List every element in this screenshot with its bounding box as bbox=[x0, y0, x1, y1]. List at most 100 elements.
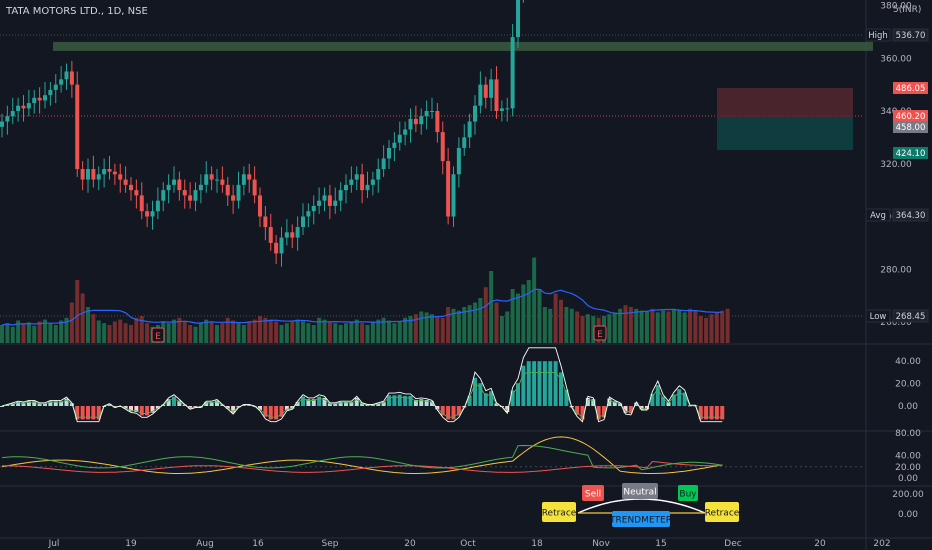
candle-body bbox=[220, 179, 225, 185]
price-label-bg bbox=[893, 147, 928, 159]
candle-body bbox=[489, 79, 494, 98]
osc-histogram-bar bbox=[155, 406, 160, 409]
volume-bar bbox=[392, 323, 397, 343]
candle-body bbox=[349, 179, 354, 185]
osc-signal-line bbox=[1, 371, 723, 418]
volume-bar bbox=[693, 310, 698, 343]
candle-body bbox=[301, 216, 305, 228]
volume-bar bbox=[645, 311, 649, 343]
time-tick-label: Jul bbox=[48, 539, 60, 549]
neutral-label-bg bbox=[622, 483, 658, 499]
price-label-avg: 364.30 bbox=[896, 211, 926, 221]
candle-body bbox=[419, 116, 424, 125]
volume-bar bbox=[37, 321, 42, 343]
osc-histogram-bar bbox=[327, 403, 332, 406]
candle-body bbox=[392, 142, 397, 148]
candle-body bbox=[112, 171, 117, 175]
osc-histogram-bar bbox=[75, 406, 80, 420]
candle-body bbox=[252, 179, 257, 196]
volume-bar bbox=[499, 316, 504, 343]
osc-histogram-bar bbox=[258, 406, 262, 411]
volume-bar bbox=[510, 289, 515, 343]
volume-bar bbox=[344, 323, 348, 343]
price-tag-bg bbox=[865, 208, 891, 222]
volume-bar bbox=[585, 314, 590, 343]
currency-label: 5(INR) bbox=[893, 5, 921, 15]
osc-histogram-bar bbox=[548, 361, 553, 406]
volume-bar bbox=[166, 323, 171, 343]
volume-bar bbox=[397, 321, 402, 343]
candle-body bbox=[123, 179, 128, 185]
price-tick-label: 380.00 bbox=[880, 2, 912, 12]
candle-body bbox=[258, 195, 262, 217]
candle-body bbox=[102, 169, 107, 175]
volume-bar bbox=[86, 307, 90, 343]
price-tag-bg bbox=[865, 28, 891, 42]
volume-bar bbox=[634, 308, 639, 343]
osc-histogram-bar bbox=[397, 394, 402, 406]
time-tick-label: 16 bbox=[252, 539, 264, 549]
volume-bar bbox=[172, 319, 176, 343]
osc-histogram-bar bbox=[403, 395, 408, 406]
osc-histogram-bar bbox=[478, 383, 483, 406]
osc-histogram-bar bbox=[430, 401, 434, 406]
stop-loss-zone bbox=[717, 88, 853, 117]
candle-body bbox=[37, 97, 42, 101]
candle-body bbox=[129, 184, 133, 191]
time-tick-label: Sep bbox=[322, 539, 339, 549]
candle-body bbox=[295, 227, 300, 238]
osc-histogram-bar bbox=[623, 406, 628, 413]
candle-body bbox=[424, 111, 429, 117]
osc-histogram-bar bbox=[564, 389, 569, 406]
volume-bar bbox=[59, 320, 64, 343]
volume-bar bbox=[188, 325, 193, 343]
time-tick-label: 19 bbox=[125, 539, 137, 549]
candle-body bbox=[225, 184, 230, 196]
volume-bar bbox=[338, 325, 343, 343]
osc-histogram-bar bbox=[188, 406, 193, 409]
candle-body bbox=[32, 97, 37, 104]
price-tick-label: 260.00 bbox=[880, 318, 912, 328]
osc-histogram-bar bbox=[612, 401, 617, 406]
volume-bar bbox=[134, 317, 139, 343]
volume-bar bbox=[714, 312, 719, 343]
osc-histogram-bar bbox=[440, 406, 445, 416]
osc-histogram-bar bbox=[591, 399, 596, 406]
osc-histogram-bar bbox=[215, 400, 219, 406]
neutral-label: Neutral bbox=[623, 488, 656, 498]
osc-histogram-bar bbox=[21, 402, 26, 406]
osc-histogram-bar bbox=[542, 361, 547, 406]
volume-bar bbox=[268, 319, 273, 343]
osc-histogram-bar bbox=[516, 383, 520, 406]
candle-body bbox=[86, 169, 90, 180]
volume-bar bbox=[26, 322, 31, 343]
volume-bar bbox=[145, 323, 150, 343]
osc-histogram-bar bbox=[435, 406, 440, 410]
time-tick-label: Oct bbox=[460, 539, 476, 549]
candle-body bbox=[43, 95, 47, 101]
volume-bar bbox=[64, 317, 69, 343]
candle-body bbox=[48, 89, 53, 96]
candle-body bbox=[209, 174, 214, 180]
candle-body bbox=[75, 84, 80, 170]
price-tick-label: 320.00 bbox=[880, 160, 912, 170]
osc-histogram-bar bbox=[559, 372, 563, 406]
volume-bar bbox=[118, 319, 123, 343]
osc-histogram-bar bbox=[446, 406, 451, 420]
candle-body bbox=[188, 195, 193, 201]
osc-tick-label: 0.00 bbox=[898, 402, 918, 412]
volume-bar bbox=[516, 293, 520, 343]
volume-bar bbox=[505, 311, 510, 343]
take-profit-zone bbox=[717, 117, 853, 150]
volume-bar bbox=[247, 321, 252, 343]
candle-body bbox=[263, 216, 268, 228]
osc-histogram-bar bbox=[424, 399, 429, 406]
candle-body bbox=[290, 232, 295, 238]
osc-histogram-bar bbox=[537, 361, 542, 406]
volume-bar bbox=[16, 320, 21, 343]
volume-bar bbox=[75, 280, 80, 343]
osc-histogram-bar bbox=[317, 396, 322, 406]
dir-tick-label: 80.00 bbox=[895, 429, 921, 439]
